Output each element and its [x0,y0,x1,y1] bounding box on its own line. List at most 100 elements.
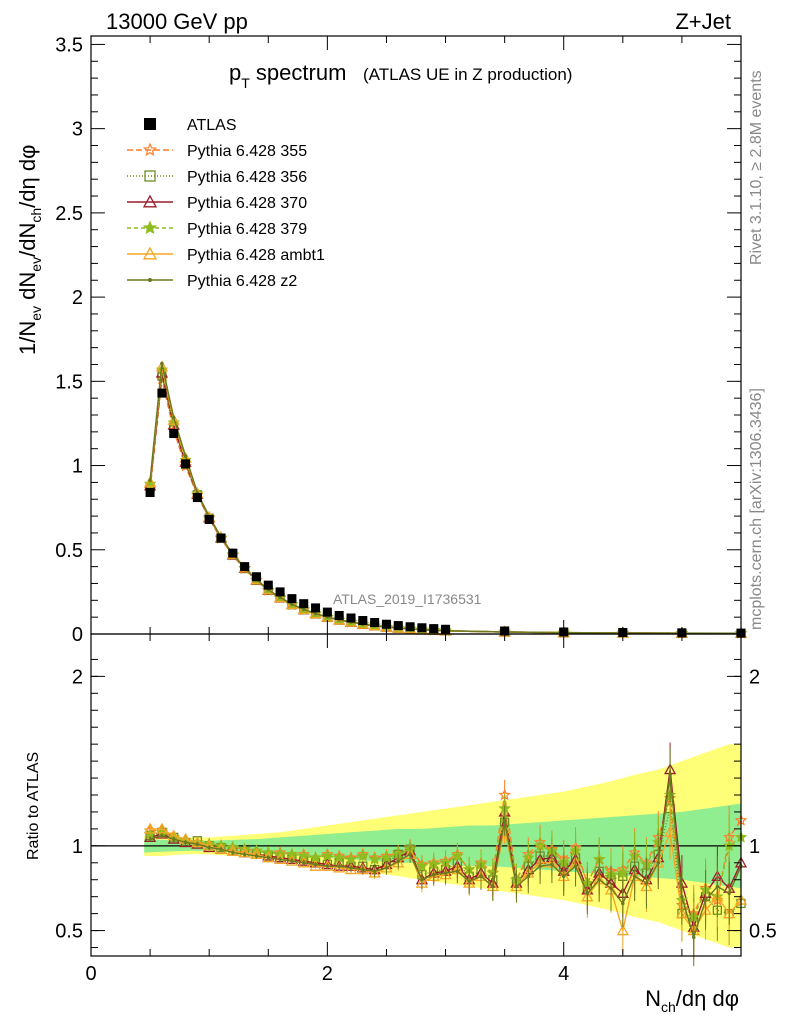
legend-label: Pythia 6.428 z2 [187,273,297,290]
ratio-point [219,847,223,851]
ratio-point [491,884,495,889]
mcplots-label: mcplots.cern.ch [arXiv:1306.3436] [748,388,765,630]
ratio-y-tick-label: 0.5 [55,921,83,943]
x-tick-label: 0 [85,963,96,985]
legend-marker [144,118,156,130]
y-tick-label: 3.5 [55,34,83,56]
data-point [381,619,391,629]
ratio-point [361,867,365,872]
ratio-point [415,859,429,872]
mc-point [290,602,294,606]
data-point [334,610,344,620]
data-point [263,580,273,590]
ratio-point [656,861,661,865]
ratio-point [616,924,629,936]
ratio-point [321,849,334,862]
y-tick-label: 2 [72,287,83,309]
ratio-y-tick-label-right: 2 [749,666,760,688]
ratio-point [349,866,353,870]
ratio-point [160,833,164,838]
ratio-plot-layer [91,742,748,967]
legend-label: ATLAS [187,117,237,134]
ratio-point [368,852,381,865]
ratio-point [231,850,235,855]
data-point [192,493,202,503]
ratio-point [621,901,625,906]
ratio-point [479,874,483,879]
mc-point [273,591,287,603]
ratio-point [691,935,696,940]
data-point [204,514,214,524]
legend-label: Pythia 6.428 356 [187,169,307,186]
mc-point [171,415,176,420]
ratio-point [301,861,306,865]
ratio-point [408,852,412,857]
legend-label: Pythia 6.428 370 [187,195,307,212]
x-tick-label: 4 [558,963,569,985]
process-label: Z+Jet [675,9,731,34]
data-point [393,621,403,631]
ratio-point [616,866,630,879]
mc-point [160,361,164,366]
data-point [429,624,439,634]
legend-marker [142,246,158,260]
energy-label: 13000 GeV pp [106,9,248,34]
data-point [346,613,356,623]
legend-marker [147,277,153,283]
data-point [322,607,332,617]
legend-label: Pythia 6.428 379 [187,221,307,238]
data-point [275,587,285,597]
ratio-point [538,864,542,868]
ratio-point [715,884,720,889]
ratio-point [171,837,176,841]
legend-label: Pythia 6.428 355 [187,143,307,160]
ratio-point [680,894,684,899]
data-point [370,618,380,628]
ratio-point [148,837,152,841]
ratio-point [356,849,370,862]
ratio-point [703,898,708,902]
y-axis-title: 1/Nev dNev/dNch/dη dφ [15,145,44,355]
data-point [145,488,155,498]
ratio-point [526,874,531,879]
ratio-point [609,886,613,890]
mc-point [148,478,152,483]
ratio-point [668,772,672,777]
mc-point [301,607,306,612]
mc-point [285,597,299,609]
ratio-point [344,863,358,875]
ratio-point [644,881,649,885]
data-point [228,548,238,558]
data-point [405,622,415,632]
y-tick-label: 0.5 [55,540,83,562]
data-point [358,616,368,626]
ratio-point [195,842,200,846]
ratio-point [380,851,393,864]
ratio-y-tick-label: 2 [72,666,83,688]
y-tick-label: 1 [72,456,83,478]
ratio-point [143,822,157,834]
legend-marker [142,220,158,235]
data-point [251,572,261,582]
mc-point [278,595,282,600]
ratio-point [313,862,318,867]
ratio-point [332,851,346,864]
x-axis-title: Nch/dη dφ [645,986,739,1015]
legend-marker [142,194,158,208]
main-y-axis: 0 0.5 1 1.5 2 2.5 3 3.5 [55,34,741,646]
ratio-point [561,874,566,879]
rivet-label: Rivet 3.1.10, ≥ 2.8M events [748,70,765,265]
data-point [157,388,167,398]
y-tick-label: 2.5 [55,203,83,225]
plot-subtitle: (ATLAS UE in Z production) [363,65,572,84]
ratio-point [254,854,259,858]
mc-point [167,413,180,425]
data-point [181,459,191,469]
main-panel: 0 0.5 1 1.5 2 2.5 3 3.5 pT spectrum (ATLAS UE i… [15,34,748,646]
data-point [240,562,250,572]
ratio-point [207,845,211,850]
ratio-point [290,859,294,863]
ratio-point [632,874,637,879]
ratio-point [384,866,389,870]
